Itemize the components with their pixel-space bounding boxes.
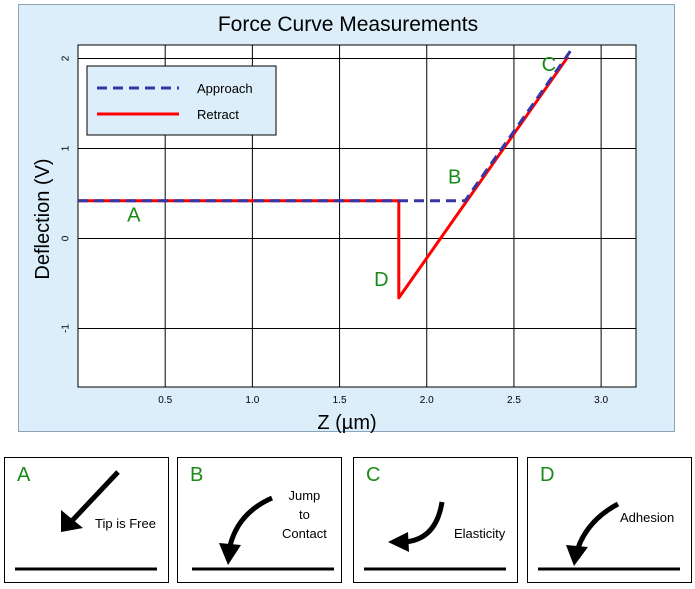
panel-letter: B xyxy=(190,464,204,486)
x-tick-label: 2.0 xyxy=(420,395,434,406)
panel-a: A Tip is Free xyxy=(4,457,169,583)
y-tick-label: 0 xyxy=(61,235,72,241)
chart-panel: 0.5 1.0 1.5 2.0 2.5 3.0 -1 0 1 2 Force Curve Measu… xyxy=(18,4,675,433)
caption-line: Jump xyxy=(288,488,321,503)
caption-line: Contact xyxy=(282,526,327,541)
legend-label: Retract xyxy=(197,107,239,122)
panel-caption: Adhesion xyxy=(620,508,674,527)
x-tick-label: 3.0 xyxy=(594,395,608,406)
y-axis-label: Deflection (V) xyxy=(32,158,54,279)
annotation-a: A xyxy=(127,204,141,226)
panel-b: B Jump to Contact xyxy=(177,457,342,583)
panel-caption: Tip is Free xyxy=(95,514,156,533)
series-line-approach xyxy=(78,48,573,203)
panel-letter: C xyxy=(366,464,381,486)
chart-title: Force Curve Measurements xyxy=(218,13,478,36)
caption-line: to xyxy=(298,507,310,522)
annotation-b: B xyxy=(448,167,461,189)
caption-line: Elasticity xyxy=(454,526,506,541)
elasticity-illustration xyxy=(364,501,506,571)
annotation-d: D xyxy=(374,269,388,291)
force-curve-chart: 0.5 1.0 1.5 2.0 2.5 3.0 -1 0 1 2 Force Curve Measu… xyxy=(32,13,637,433)
adhesion-illustration xyxy=(538,501,680,571)
annotation-c: C xyxy=(542,54,556,76)
tip-free-illustration xyxy=(15,470,157,571)
caption-line: Adhesion xyxy=(620,510,675,525)
x-tick-label: 1.5 xyxy=(333,395,347,406)
jump-to-contact-illustration xyxy=(192,495,334,571)
caption-line: Tip is Free xyxy=(95,516,156,531)
x-tick-label: 0.5 xyxy=(158,395,172,406)
panel-letter: A xyxy=(17,464,31,486)
panel-c: C Elasticity xyxy=(353,457,518,583)
y-tick-label: -1 xyxy=(61,324,72,333)
panel-caption: Elasticity xyxy=(454,524,505,543)
panel-letter: D xyxy=(540,464,555,486)
x-tick-label: 2.5 xyxy=(507,395,521,406)
panel-d: D Adhesion xyxy=(527,457,692,583)
y-tick-label: 2 xyxy=(61,55,72,61)
legend xyxy=(86,65,277,136)
x-axis-label: Z (µm) xyxy=(317,412,376,433)
x-tick-label: 1.0 xyxy=(245,395,259,406)
y-tick-label: 1 xyxy=(61,145,72,151)
panel-caption: Jump to Contact xyxy=(282,486,327,543)
legend-label: Approach xyxy=(197,81,253,96)
